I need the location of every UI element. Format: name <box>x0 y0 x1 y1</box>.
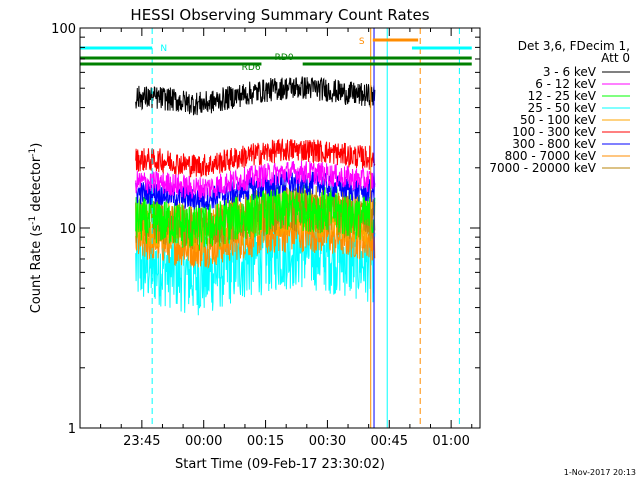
plot-area: N RD0 RD6 S 1 10 100 23:45 00:00 00:15 00:30 00:45 0… <box>51 22 481 449</box>
x-tick-label: 00:00 <box>185 434 222 449</box>
y-axis-label-main: Count Rate (s <box>29 225 44 314</box>
legend-header-line: Det 3,6, FDecim 1, <box>518 39 630 53</box>
flag-label-s: S <box>359 37 365 47</box>
x-tick-label: 00:45 <box>371 434 408 449</box>
legend-header-line: Att 0 <box>601 51 630 65</box>
series-line-12-25-kev <box>135 184 376 250</box>
y-tick-label: 10 <box>59 222 76 237</box>
flag-label-rd0: RD0 <box>275 53 294 63</box>
x-tick-label: 01:00 <box>432 434 469 449</box>
series-line-300-800-kev <box>135 170 376 211</box>
legend-label: 800 - 7000 keV <box>505 149 597 163</box>
legend-label: 25 - 50 keV <box>528 101 597 115</box>
x-tick-label: 00:30 <box>309 434 346 449</box>
x-tick-label: 00:15 <box>247 434 284 449</box>
series-line-3-6-kev <box>135 76 376 116</box>
y-axis-label: Count Rate (s-1 detector-1) <box>28 143 44 314</box>
chart-title: HESSI Observing Summary Count Rates <box>130 6 429 24</box>
y-tick-label: 100 <box>51 22 76 37</box>
legend-label: 50 - 100 keV <box>520 113 597 127</box>
legend-label: 12 - 25 keV <box>528 89 597 103</box>
x-tick-label: 23:45 <box>123 434 160 449</box>
y-axis-label-sup-1: -1 <box>28 216 38 225</box>
series-line-6-12-kev <box>135 160 376 201</box>
y-axis-label-mid: detector <box>29 156 44 216</box>
y-axis-label-end: ) <box>29 143 44 148</box>
series-line-100-300-kev <box>135 138 376 178</box>
y-tick-label: 1 <box>68 422 76 437</box>
flag-label-n: N <box>160 44 167 54</box>
legend-label: 300 - 800 keV <box>512 137 596 151</box>
legend-label: 7000 - 20000 keV <box>489 161 596 175</box>
y-axis-label-sup-2: -1 <box>28 148 38 157</box>
series-group <box>135 76 376 316</box>
footer-timestamp: 1-Nov-2017 20:13 <box>564 468 636 477</box>
flag-label-rd6: RD6 <box>242 63 261 73</box>
legend-label: 100 - 300 keV <box>512 125 596 139</box>
x-axis-label: Start Time (09-Feb-17 23:30:02) <box>175 457 385 472</box>
legend-label: 6 - 12 keV <box>535 77 597 91</box>
legend-label: 3 - 6 keV <box>543 65 597 79</box>
